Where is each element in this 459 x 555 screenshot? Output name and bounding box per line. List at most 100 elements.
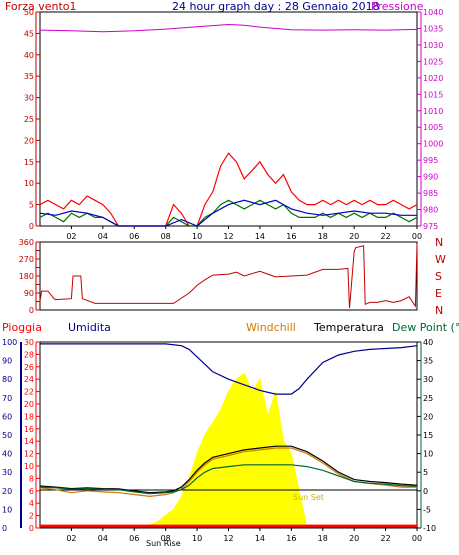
wind_gust-line	[39, 152, 418, 227]
legend-dewpoint: Dew Point (°C	[392, 321, 459, 334]
wind-x-tick-label: 10	[192, 232, 202, 241]
pressure-axis-title: Pressione	[371, 0, 424, 13]
pressure-y-tick-label: 1005	[423, 123, 443, 132]
wind-y-tick-label: 15	[24, 158, 34, 167]
rain-y-tick-label: 6	[29, 487, 34, 496]
humidity-y-tick-label: 30	[2, 468, 12, 477]
humidity-y-tick-label: 100	[2, 338, 17, 347]
wind-y-tick-label: 45	[24, 29, 34, 38]
pressure-y-tick-label: 1025	[423, 57, 443, 66]
pressure-y-tick-label: 1000	[423, 140, 443, 149]
humidity-y-tick-label: 20	[2, 487, 12, 496]
rain-y-tick-label: 18	[24, 412, 34, 421]
wind-y-tick-label: 35	[24, 72, 34, 81]
wind-y-tick-label: 0	[29, 222, 34, 231]
temperature-x-tick-label: 12	[223, 534, 233, 543]
wind-axis-title: Forza vento1	[5, 0, 77, 13]
direction-y-tick-label: 0	[29, 306, 34, 315]
wind-y-tick-label: 5	[29, 201, 34, 210]
temperature-y-tick-label: 15	[423, 431, 433, 440]
humidity-y-tick-label: 60	[2, 412, 12, 421]
wind-x-tick-label: 08	[161, 232, 171, 241]
temperature-x-tick-label: 06	[129, 534, 139, 543]
temperature-x-tick-label: 18	[318, 534, 328, 543]
wind-x-tick-label: 18	[318, 232, 328, 241]
temperature-y-tick-label: 35	[423, 357, 433, 366]
rain-y-tick-label: 16	[24, 425, 34, 434]
rain-y-tick-label: 10	[24, 462, 34, 471]
wind_speed-line	[39, 199, 418, 227]
humidity-line	[40, 343, 418, 395]
wind_avg-line	[39, 199, 417, 227]
compass-label: E	[435, 287, 442, 300]
wind-y-tick-label: 30	[24, 94, 34, 103]
wind-x-tick-label: 14	[255, 232, 265, 241]
humidity-y-tick-label: 0	[2, 524, 7, 533]
wind-x-tick-label: 22	[380, 232, 390, 241]
temperature-x-tick-label: 00	[412, 534, 422, 543]
legend-temperature: Temperatura	[313, 321, 384, 334]
compass-label: N	[435, 236, 443, 249]
wind-x-tick-label: 02	[66, 232, 76, 241]
rain-y-tick-label: 28	[24, 350, 34, 359]
humidity-y-tick-label: 50	[2, 431, 12, 440]
pressure-y-tick-label: 985	[423, 189, 438, 198]
temperature-line	[39, 445, 418, 494]
direction-y-axis: 0 90 180 270 360	[19, 238, 40, 315]
temperature-y-tick-label: 10	[423, 450, 433, 459]
rain-y-tick-label: 2	[29, 512, 34, 521]
temperature-y-tick-label: -10	[423, 524, 436, 533]
sun-set-label: Sun Set	[293, 493, 324, 502]
temperature-x-axis: 02 04 06 08 10 12 14 16 18 20 22 00	[66, 528, 422, 543]
temperature-y-tick-label: 30	[423, 375, 433, 384]
wind-x-tick-label: 04	[98, 232, 108, 241]
wind-y-tick-label: 50	[24, 8, 34, 17]
wind-y-tick-label: 40	[24, 51, 34, 60]
humidity-y-tick-label: 90	[2, 357, 12, 366]
pressure-y-tick-label: 1020	[423, 74, 443, 83]
wind-y-tick-label: 25	[24, 115, 34, 124]
compass-label: N	[435, 304, 443, 317]
wind-x-tick-label: 20	[349, 232, 359, 241]
legend-rain: Pioggia	[2, 321, 42, 334]
pressure-y-tick-label: 975	[423, 222, 438, 231]
direction-y-tick-label: 360	[19, 238, 34, 247]
direction-line	[39, 243, 418, 309]
dewpoint-line	[39, 464, 418, 495]
temperature-y-tick-label: 0	[423, 487, 428, 496]
wind-x-tick-label: 06	[129, 232, 139, 241]
pressure-y-tick-label: 995	[423, 156, 438, 165]
pressure-y-axis: 975 980 985 990 995 1000 1005 1010 1015 1020 1025 1…	[417, 8, 443, 231]
wind-x-tick-label: 12	[223, 232, 233, 241]
wind-pressure-plot-frame	[39, 11, 418, 227]
wind-x-tick-label: 00	[412, 232, 422, 241]
temperature-x-tick-label: 22	[380, 534, 390, 543]
temperature-x-tick-label: 20	[349, 534, 359, 543]
temperature-x-tick-label: 02	[66, 534, 76, 543]
rain-y-tick-label: 30	[24, 338, 34, 347]
rain-y-tick-label: 14	[24, 437, 34, 446]
pressure-y-tick-label: 1010	[423, 107, 443, 116]
temperature-y-axis: -10 -5 0 5 10 15 20 25 30 35 40	[417, 338, 436, 533]
humidity-y-tick-label: 10	[2, 505, 12, 514]
pressure-line	[39, 23, 418, 33]
temperature-series	[39, 343, 418, 528]
wind-pressure-series	[39, 23, 418, 227]
rain-y-tick-label: 8	[29, 474, 34, 483]
rain-y-tick-label: 24	[24, 375, 34, 384]
temperature-y-tick-label: 25	[423, 394, 433, 403]
temperature-y-tick-label: 5	[423, 468, 428, 477]
pressure-y-tick-label: 1015	[423, 90, 443, 99]
legend-humidity: Umidita	[68, 321, 111, 334]
wind-direction-plot-frame	[39, 241, 418, 311]
temperature-y-tick-label: 20	[423, 412, 433, 421]
rain-y-tick-label: 0	[29, 524, 34, 533]
pressure-y-tick-label: 1030	[423, 41, 443, 50]
compass-label: S	[435, 270, 442, 283]
solar-radiation-series	[141, 372, 308, 529]
temperature-y-tick-label: 40	[423, 338, 433, 347]
